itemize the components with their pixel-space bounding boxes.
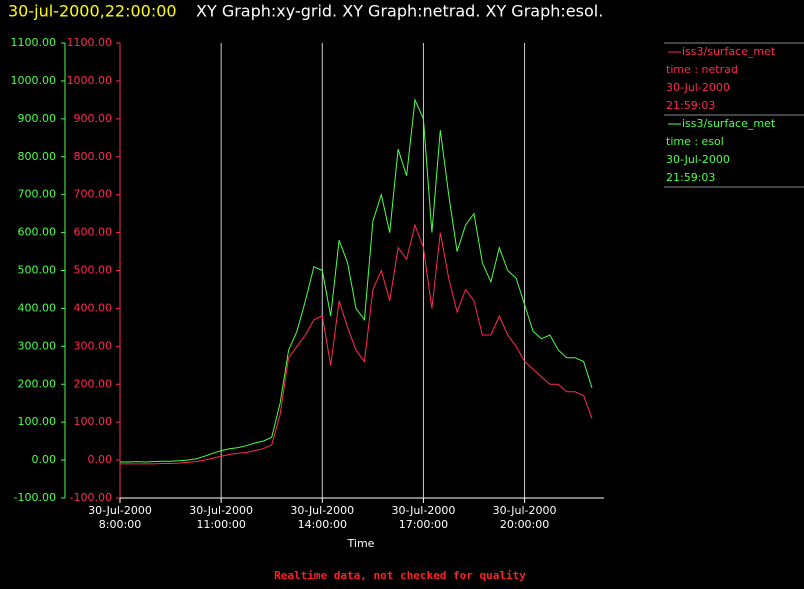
y2-tick-label: 600.00 — [74, 226, 113, 239]
y-tick-label: 500.00 — [18, 264, 57, 277]
y-tick-label: 200.00 — [18, 377, 57, 390]
series-line — [120, 98, 593, 463]
y2-tick-label: 400.00 — [74, 301, 113, 314]
y2-tick-label: 900.00 — [74, 112, 113, 125]
x-tick-label: 11:00:00 — [196, 518, 245, 531]
x-tick-label: 14:00:00 — [298, 518, 347, 531]
y2-tick-label: 1000.00 — [67, 74, 113, 87]
chart-title: XY Graph:xy-grid. XY Graph:netrad. XY Gr… — [196, 2, 603, 21]
y-tick-label: 600.00 — [18, 226, 57, 239]
x-tick-label: 17:00:00 — [399, 518, 448, 531]
y-tick-label: -100.00 — [14, 491, 56, 504]
y-tick-label: 300.00 — [18, 339, 57, 352]
y2-tick-label: 0.00 — [88, 453, 113, 466]
title-time: 30-jul-2000,22:00:00 — [8, 2, 177, 21]
y2-tick-label: 500.00 — [74, 264, 113, 277]
legend-name: iss3/surface_met — [682, 45, 776, 58]
legend-date: 30-Jul-2000 — [666, 81, 730, 94]
y-tick-label: 700.00 — [18, 188, 57, 201]
x-tick-label: 20:00:00 — [500, 518, 549, 531]
y2-tick-label: 800.00 — [74, 150, 113, 163]
y2-tick-label: 200.00 — [74, 377, 113, 390]
y2-tick-label: -100.00 — [70, 491, 112, 504]
x-tick-label: 30-Jul-2000 — [392, 504, 456, 517]
x-tick-label: 8:00:00 — [99, 518, 141, 531]
x-tick-label: 30-Jul-2000 — [493, 504, 557, 517]
y2-tick-label: 100.00 — [74, 415, 113, 428]
y2-tick-label: 300.00 — [74, 339, 113, 352]
legend-time: 21:59:03 — [666, 171, 715, 184]
x-tick-label: 30-Jul-2000 — [290, 504, 354, 517]
series-line — [120, 223, 593, 465]
y2-tick-label: 1100.00 — [67, 36, 113, 49]
footer: Realtime data, not checked for quality — [274, 569, 526, 582]
x-tick-label: 30-Jul-2000 — [189, 504, 253, 517]
y-tick-label: 100.00 — [18, 415, 57, 428]
y-tick-label: 1000.00 — [11, 74, 57, 87]
legend-time: 21:59:03 — [666, 99, 715, 112]
y-tick-label: 900.00 — [18, 112, 57, 125]
y-tick-label: 800.00 — [18, 150, 57, 163]
y-tick-label: 0.00 — [32, 453, 57, 466]
y-tick-label: 400.00 — [18, 301, 57, 314]
x-axis-label: Time — [347, 537, 375, 550]
legend-name: iss3/surface_met — [682, 117, 776, 130]
y-tick-label: 1100.00 — [11, 36, 57, 49]
legend-label: time : esol — [666, 135, 724, 148]
x-tick-label: 30-Jul-2000 — [88, 504, 152, 517]
legend-label: time : netrad — [666, 63, 738, 76]
legend-date: 30-Jul-2000 — [666, 153, 730, 166]
y2-tick-label: 700.00 — [74, 188, 113, 201]
